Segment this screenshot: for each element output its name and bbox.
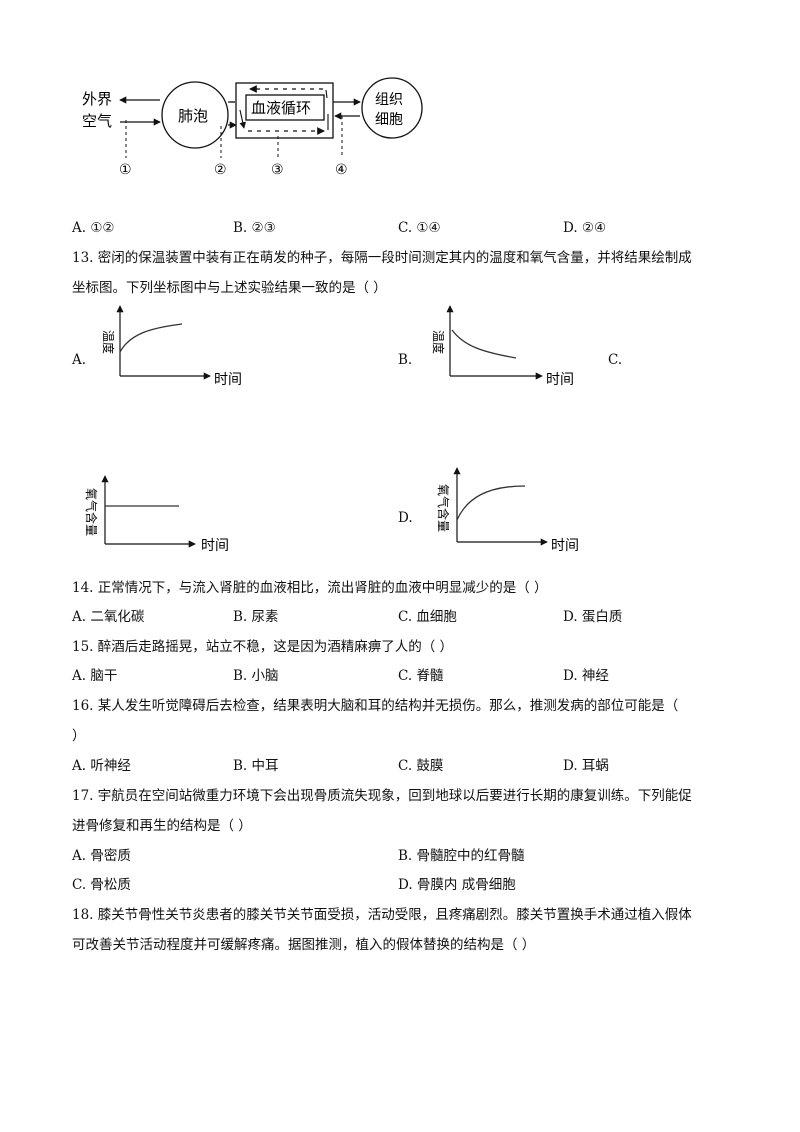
graph-a-ylabel: 温度 — [101, 330, 116, 354]
q17-stem-line1: 17. 宇航员在空间站微重力环境下会出现骨质流失现象，回到地球以后要进行长期的康… — [72, 788, 692, 804]
q16-stem-line1: 16. 某人发生听觉障碍后去检查，结果表明大脑和耳的结构并无损伤。那么，推测发病… — [72, 698, 679, 714]
q17-option-b[interactable]: B. 骨髓腔中的红骨髓 — [398, 848, 525, 864]
q16-option-a[interactable]: A. 听神经 — [72, 758, 131, 774]
q13-option-c-label[interactable]: C. — [608, 352, 623, 368]
q13-option-d-label[interactable]: D. — [398, 510, 413, 526]
q16-stem-line2: ） — [72, 728, 86, 744]
graph-c-ylabel: 氧气含量 — [84, 488, 99, 536]
graph-d-xlabel: 时间 — [551, 538, 579, 554]
q17-option-c[interactable]: C. 骨松质 — [72, 877, 131, 893]
graph-a: 温度 时间 — [101, 305, 242, 388]
q13-stem-line2: 坐标图。下列坐标图中与上述实验结果一致的是（ ） — [72, 280, 387, 296]
q16-option-d[interactable]: D. 耳蜗 — [563, 758, 609, 774]
q15-option-b[interactable]: B. 小脑 — [233, 668, 279, 684]
q12-option-a[interactable]: A. ①② — [72, 220, 115, 236]
q15-option-a[interactable]: A. 脑干 — [72, 668, 118, 684]
q14-option-d[interactable]: D. 蛋白质 — [563, 609, 623, 625]
q12-option-c[interactable]: C. ①④ — [398, 220, 441, 236]
graph-d: 氧气含量 时间 — [436, 467, 579, 554]
q18-stem-line2: 可改善关节活动程度并可缓解疼痛。据图推测，植入的假体替换的结构是（ ） — [72, 937, 536, 953]
q14-option-a[interactable]: A. 二氧化碳 — [72, 609, 145, 625]
outside-air-label-2: 空气 — [82, 112, 112, 130]
marker-3: ③ — [271, 162, 284, 178]
q17-option-d[interactable]: D. 骨膜内 成骨细胞 — [398, 877, 516, 893]
graph-c: 氧气含量 时间 — [84, 475, 229, 554]
marker-1: ① — [119, 162, 132, 178]
q15-stem: 15. 醉酒后走路摇晃，站立不稳，这是因为酒精麻痹了人的（ ） — [72, 639, 454, 655]
q16-option-c[interactable]: C. 鼓膜 — [398, 758, 444, 774]
q16-option-b[interactable]: B. 中耳 — [233, 758, 279, 774]
q13-stem-line1: 13. 密闭的保温装置中装有正在萌发的种子，每隔一段时间测定其内的温度和氧气含量… — [72, 250, 692, 266]
tissue-cell-label-2: 细胞 — [375, 112, 403, 128]
q15-option-d[interactable]: D. 神经 — [563, 668, 609, 684]
alveoli-circle — [161, 81, 229, 149]
marker-4: ④ — [335, 162, 348, 178]
tissue-cell-circle — [361, 77, 423, 139]
graph-d-curve — [456, 485, 526, 521]
q14-option-c[interactable]: C. 血细胞 — [398, 609, 457, 625]
circulation-outer-box — [235, 82, 334, 139]
q17-option-a[interactable]: A. 骨密质 — [72, 848, 131, 864]
q12-option-d[interactable]: D. ②④ — [563, 220, 607, 236]
marker-2: ② — [214, 162, 227, 178]
outside-air-label-1: 外界 — [82, 90, 112, 108]
q14-option-b[interactable]: B. 尿素 — [233, 609, 279, 625]
blood-circulation-label: 血液循环 — [251, 99, 311, 117]
graph-b-curve — [451, 329, 517, 359]
graph-c-xlabel: 时间 — [201, 538, 229, 554]
respiration-diagram: 外界 空气 肺泡 血液循环 组织 细胞 ① ② ③ ④ — [82, 77, 423, 178]
circulation-inner-box — [245, 94, 325, 121]
graph-b: 温度 时间 — [431, 305, 574, 388]
q17-stem-line2: 进骨修复和再生的结构是（ ） — [72, 818, 252, 834]
q12-option-b[interactable]: B. ②③ — [233, 220, 276, 236]
graph-a-curve — [119, 323, 183, 353]
tissue-cell-label-1: 组织 — [375, 92, 403, 108]
graph-a-xlabel: 时间 — [214, 372, 242, 388]
q13-option-b-label[interactable]: B. — [398, 352, 413, 368]
q14-stem: 14. 正常情况下，与流入肾脏的血液相比，流出肾脏的血液中明显减少的是（ ） — [72, 580, 548, 596]
graph-b-xlabel: 时间 — [546, 372, 574, 388]
q18-stem-line1: 18. 膝关节骨性关节炎患者的膝关节关节面受损，活动受限，且疼痛剧烈。膝关节置换… — [72, 907, 692, 923]
graph-b-ylabel: 温度 — [431, 330, 446, 354]
q15-option-c[interactable]: C. 脊髓 — [398, 668, 444, 684]
q13-option-a-label[interactable]: A. — [72, 352, 87, 368]
graph-d-ylabel: 氧气含量 — [436, 484, 451, 532]
alveoli-label: 肺泡 — [178, 107, 208, 125]
